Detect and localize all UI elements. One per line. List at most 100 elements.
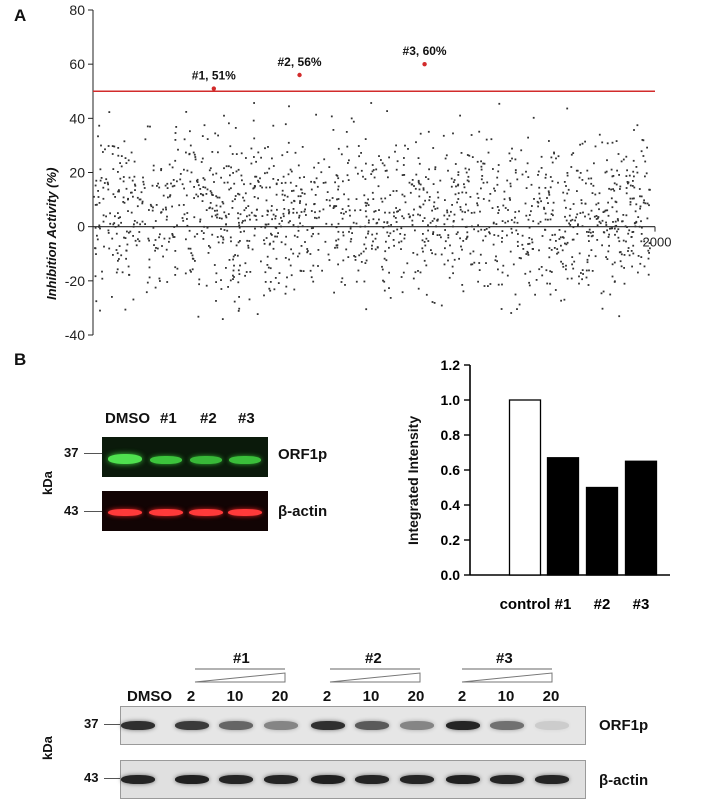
- red-band-2: [189, 509, 223, 516]
- scatter-point: [290, 248, 292, 251]
- scatter-point: [632, 180, 634, 182]
- scatter-point: [252, 119, 255, 122]
- scatter-point: [253, 186, 256, 189]
- scatter-point: [643, 265, 646, 268]
- scatter-point: [306, 229, 309, 231]
- scatter-point: [448, 276, 451, 279]
- scatter-point: [541, 235, 544, 237]
- scatter-point: [239, 231, 242, 233]
- scatter-point: [232, 172, 234, 174]
- scatter-point: [434, 166, 437, 169]
- scatter-point: [247, 246, 250, 249]
- scatter-point: [276, 235, 278, 238]
- scatter-point: [639, 205, 642, 208]
- scatter-point: [496, 260, 498, 263]
- scatter-point: [154, 286, 157, 289]
- scatter-point: [256, 313, 259, 315]
- scatter-point: [253, 234, 256, 237]
- orf1p-band: [446, 721, 480, 730]
- scatter-point: [507, 220, 509, 223]
- scatter-point: [352, 120, 355, 123]
- scatter-point: [527, 136, 529, 139]
- scatter-point: [599, 222, 602, 225]
- scatter-point: [609, 227, 611, 230]
- scatter-point: [174, 159, 177, 162]
- scatter-point: [215, 272, 218, 275]
- scatter-point: [562, 265, 565, 268]
- scatter-point: [452, 225, 454, 228]
- scatter-point: [99, 179, 102, 182]
- scatter-point: [160, 169, 162, 172]
- dose-wedges: [194, 668, 553, 683]
- scatter-point: [533, 198, 535, 200]
- scatter-point: [341, 277, 344, 280]
- scatter-point: [337, 185, 340, 188]
- scatter-point: [274, 217, 277, 220]
- scatter-point: [260, 260, 262, 263]
- scatter-point: [337, 263, 339, 266]
- scatter-point: [407, 148, 409, 150]
- scatter-point: [646, 217, 649, 220]
- y-axis-label: Inhibition Activity (%): [44, 167, 59, 300]
- scatter-point: [365, 215, 368, 218]
- scatter-point: [183, 168, 185, 171]
- scatter-point: [571, 218, 574, 221]
- scatter-point: [419, 132, 422, 135]
- scatter-point: [360, 261, 363, 263]
- scatter-point: [107, 145, 110, 147]
- scatter-point: [465, 203, 467, 206]
- scatter-point: [215, 204, 218, 207]
- scatter-point: [618, 240, 621, 243]
- scatter-point: [148, 258, 151, 261]
- scatter-point: [274, 277, 277, 279]
- scatter-point: [569, 208, 572, 210]
- scatter-point: [143, 187, 146, 189]
- scatter-point: [303, 192, 306, 195]
- scatter-point: [238, 221, 240, 224]
- scatter-point: [544, 229, 547, 231]
- scatter-point: [189, 180, 192, 183]
- scatter-point: [320, 171, 323, 174]
- scatter-point: [491, 207, 494, 209]
- marker-43-bottom: 43: [84, 770, 99, 785]
- bar-y-tick-label: 0.4: [441, 497, 461, 513]
- scatter-point: [638, 225, 641, 228]
- scatter-point: [337, 238, 340, 241]
- scatter-point: [642, 201, 645, 204]
- scatter-point: [201, 135, 204, 137]
- scatter-point: [403, 195, 406, 198]
- lane-label-dmso-bottom: DMSO: [127, 688, 172, 705]
- scatter-point: [605, 224, 608, 226]
- scatter-point: [222, 202, 225, 205]
- scatter-point: [193, 235, 196, 238]
- scatter-point: [549, 270, 552, 273]
- scatter-point: [437, 218, 439, 221]
- scatter-point: [116, 268, 119, 271]
- scatter-point: [284, 257, 287, 259]
- scatter-point: [174, 132, 177, 134]
- scatter-point: [416, 253, 419, 256]
- scatter-point: [569, 219, 572, 222]
- scatter-point: [503, 198, 506, 201]
- band-label-actin-bottom: β-actin: [599, 772, 649, 789]
- scatter-point: [422, 233, 424, 235]
- scatter-point: [216, 216, 218, 219]
- scatter-point: [113, 145, 116, 148]
- scatter-point: [476, 202, 478, 205]
- scatter-point: [477, 224, 479, 227]
- scatter-point: [436, 191, 439, 194]
- scatter-point: [221, 318, 224, 320]
- scatter-point: [240, 174, 243, 177]
- scatter-point: [447, 236, 450, 239]
- scatter-point: [531, 205, 533, 207]
- scatter-point: [618, 174, 620, 176]
- scatter-point: [117, 190, 119, 193]
- scatter-point: [467, 175, 470, 178]
- scatter-point: [428, 199, 431, 202]
- scatter-point: [265, 237, 268, 239]
- scatter-point: [625, 240, 627, 243]
- scatter-point: [297, 195, 300, 198]
- scatter-point: [579, 143, 581, 146]
- scatter-point: [386, 110, 388, 112]
- scatter-point: [232, 269, 235, 272]
